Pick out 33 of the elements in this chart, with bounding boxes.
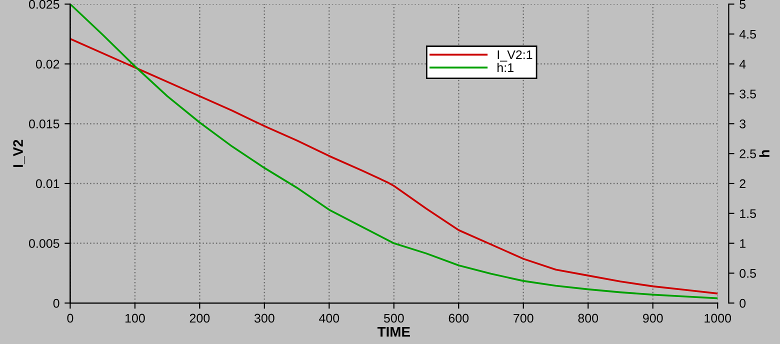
y2-tick-label: 2.5 xyxy=(740,149,756,158)
x-tick-label: 700 xyxy=(514,314,534,323)
y2-tick-label: 3.5 xyxy=(740,90,756,98)
x-tick-label: 0 xyxy=(67,314,74,323)
y2-tick-label: 1 xyxy=(740,239,746,248)
x-tick-label: 600 xyxy=(448,314,469,323)
y2-tick-label: 4.5 xyxy=(739,30,756,39)
x-tick-label: 100 xyxy=(125,314,145,323)
x-tick-label: 800 xyxy=(578,314,598,323)
y-tick-label: 0.02 xyxy=(36,60,60,69)
legend-label: h:1 xyxy=(498,62,514,72)
y2-tick-label: 3 xyxy=(740,120,746,128)
x-tick-label: 200 xyxy=(190,314,210,323)
x-tick-label: 500 xyxy=(384,314,404,323)
y-axis-title: I_V2 xyxy=(13,140,25,167)
x-tick-label: 900 xyxy=(643,314,663,323)
y2-axis-title: h xyxy=(759,150,770,157)
y-tick-label: 0.01 xyxy=(36,179,60,188)
x-tick-label: 400 xyxy=(319,314,340,323)
legend-label: I_V2:1 xyxy=(498,50,532,62)
y2-tick-label: 1.5 xyxy=(740,209,756,218)
x-tick-label: 1000 xyxy=(704,314,732,323)
y2-tick-label: 5 xyxy=(740,0,746,9)
y-tick-label: 0 xyxy=(53,298,60,308)
y-tick-label: 0.015 xyxy=(28,120,60,128)
y2-tick-label: 2 xyxy=(740,179,746,188)
x-tick-label: 300 xyxy=(254,314,274,323)
y2-tick-label: 0.5 xyxy=(740,268,756,278)
y2-tick-label: 0 xyxy=(740,298,746,308)
y-tick-label: 0.005 xyxy=(28,239,60,248)
x-axis-title: TIME xyxy=(377,327,410,337)
y-tick-label: 0.025 xyxy=(28,0,60,9)
y2-tick-label: 4 xyxy=(739,60,746,68)
